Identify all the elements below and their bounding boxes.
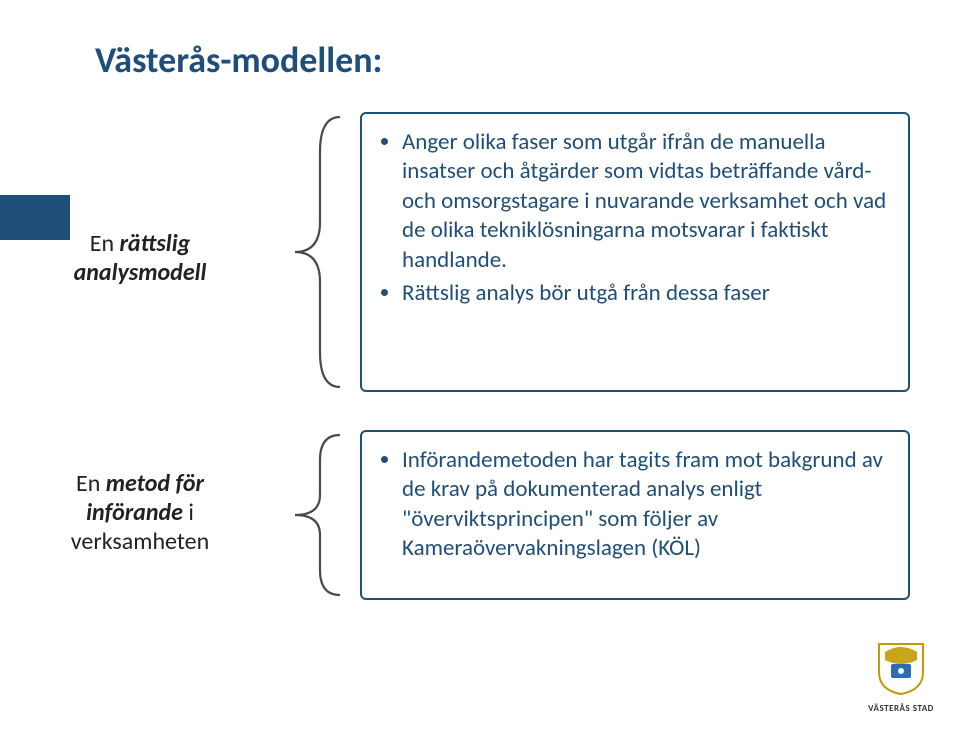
info-box-analysis: Anger olika faser som utgår ifrån de man… [360,112,910,392]
bullet-list: Införandemetoden har tagits fram mot bak… [380,446,890,564]
label-implementation-method: En metod för införande i verksamheten [0,470,280,556]
label-analysis-model: En rättslig analysmodell [0,230,280,288]
label-part: införande [86,498,183,527]
label-part: En [90,229,120,258]
bullet-list: Anger olika faser som utgår ifrån de man… [380,128,890,309]
page-title: Västerås-modellen: [95,38,383,82]
label-part: analysmodell [74,258,207,287]
list-item: Anger olika faser som utgår ifrån de man… [402,128,890,275]
brace-icon [280,112,350,392]
brace-icon [280,430,350,600]
info-box-method: Införandemetoden har tagits fram mot bak… [360,430,910,600]
label-part: i [183,498,194,527]
shield-icon [875,638,927,696]
list-item: Införandemetoden har tagits fram mot bak… [402,446,890,564]
list-item: Rättslig analys bör utgå från dessa fase… [402,279,890,308]
label-part: verksamheten [71,527,209,556]
slide: Västerås-modellen: En rättslig analysmod… [0,0,960,736]
label-part: rättslig [119,229,190,258]
logo-text: VÄSTERÅS STAD [868,703,934,714]
label-part: metod för [106,469,204,498]
label-part: En [76,469,106,498]
logo: VÄSTERÅS STAD [868,638,934,714]
